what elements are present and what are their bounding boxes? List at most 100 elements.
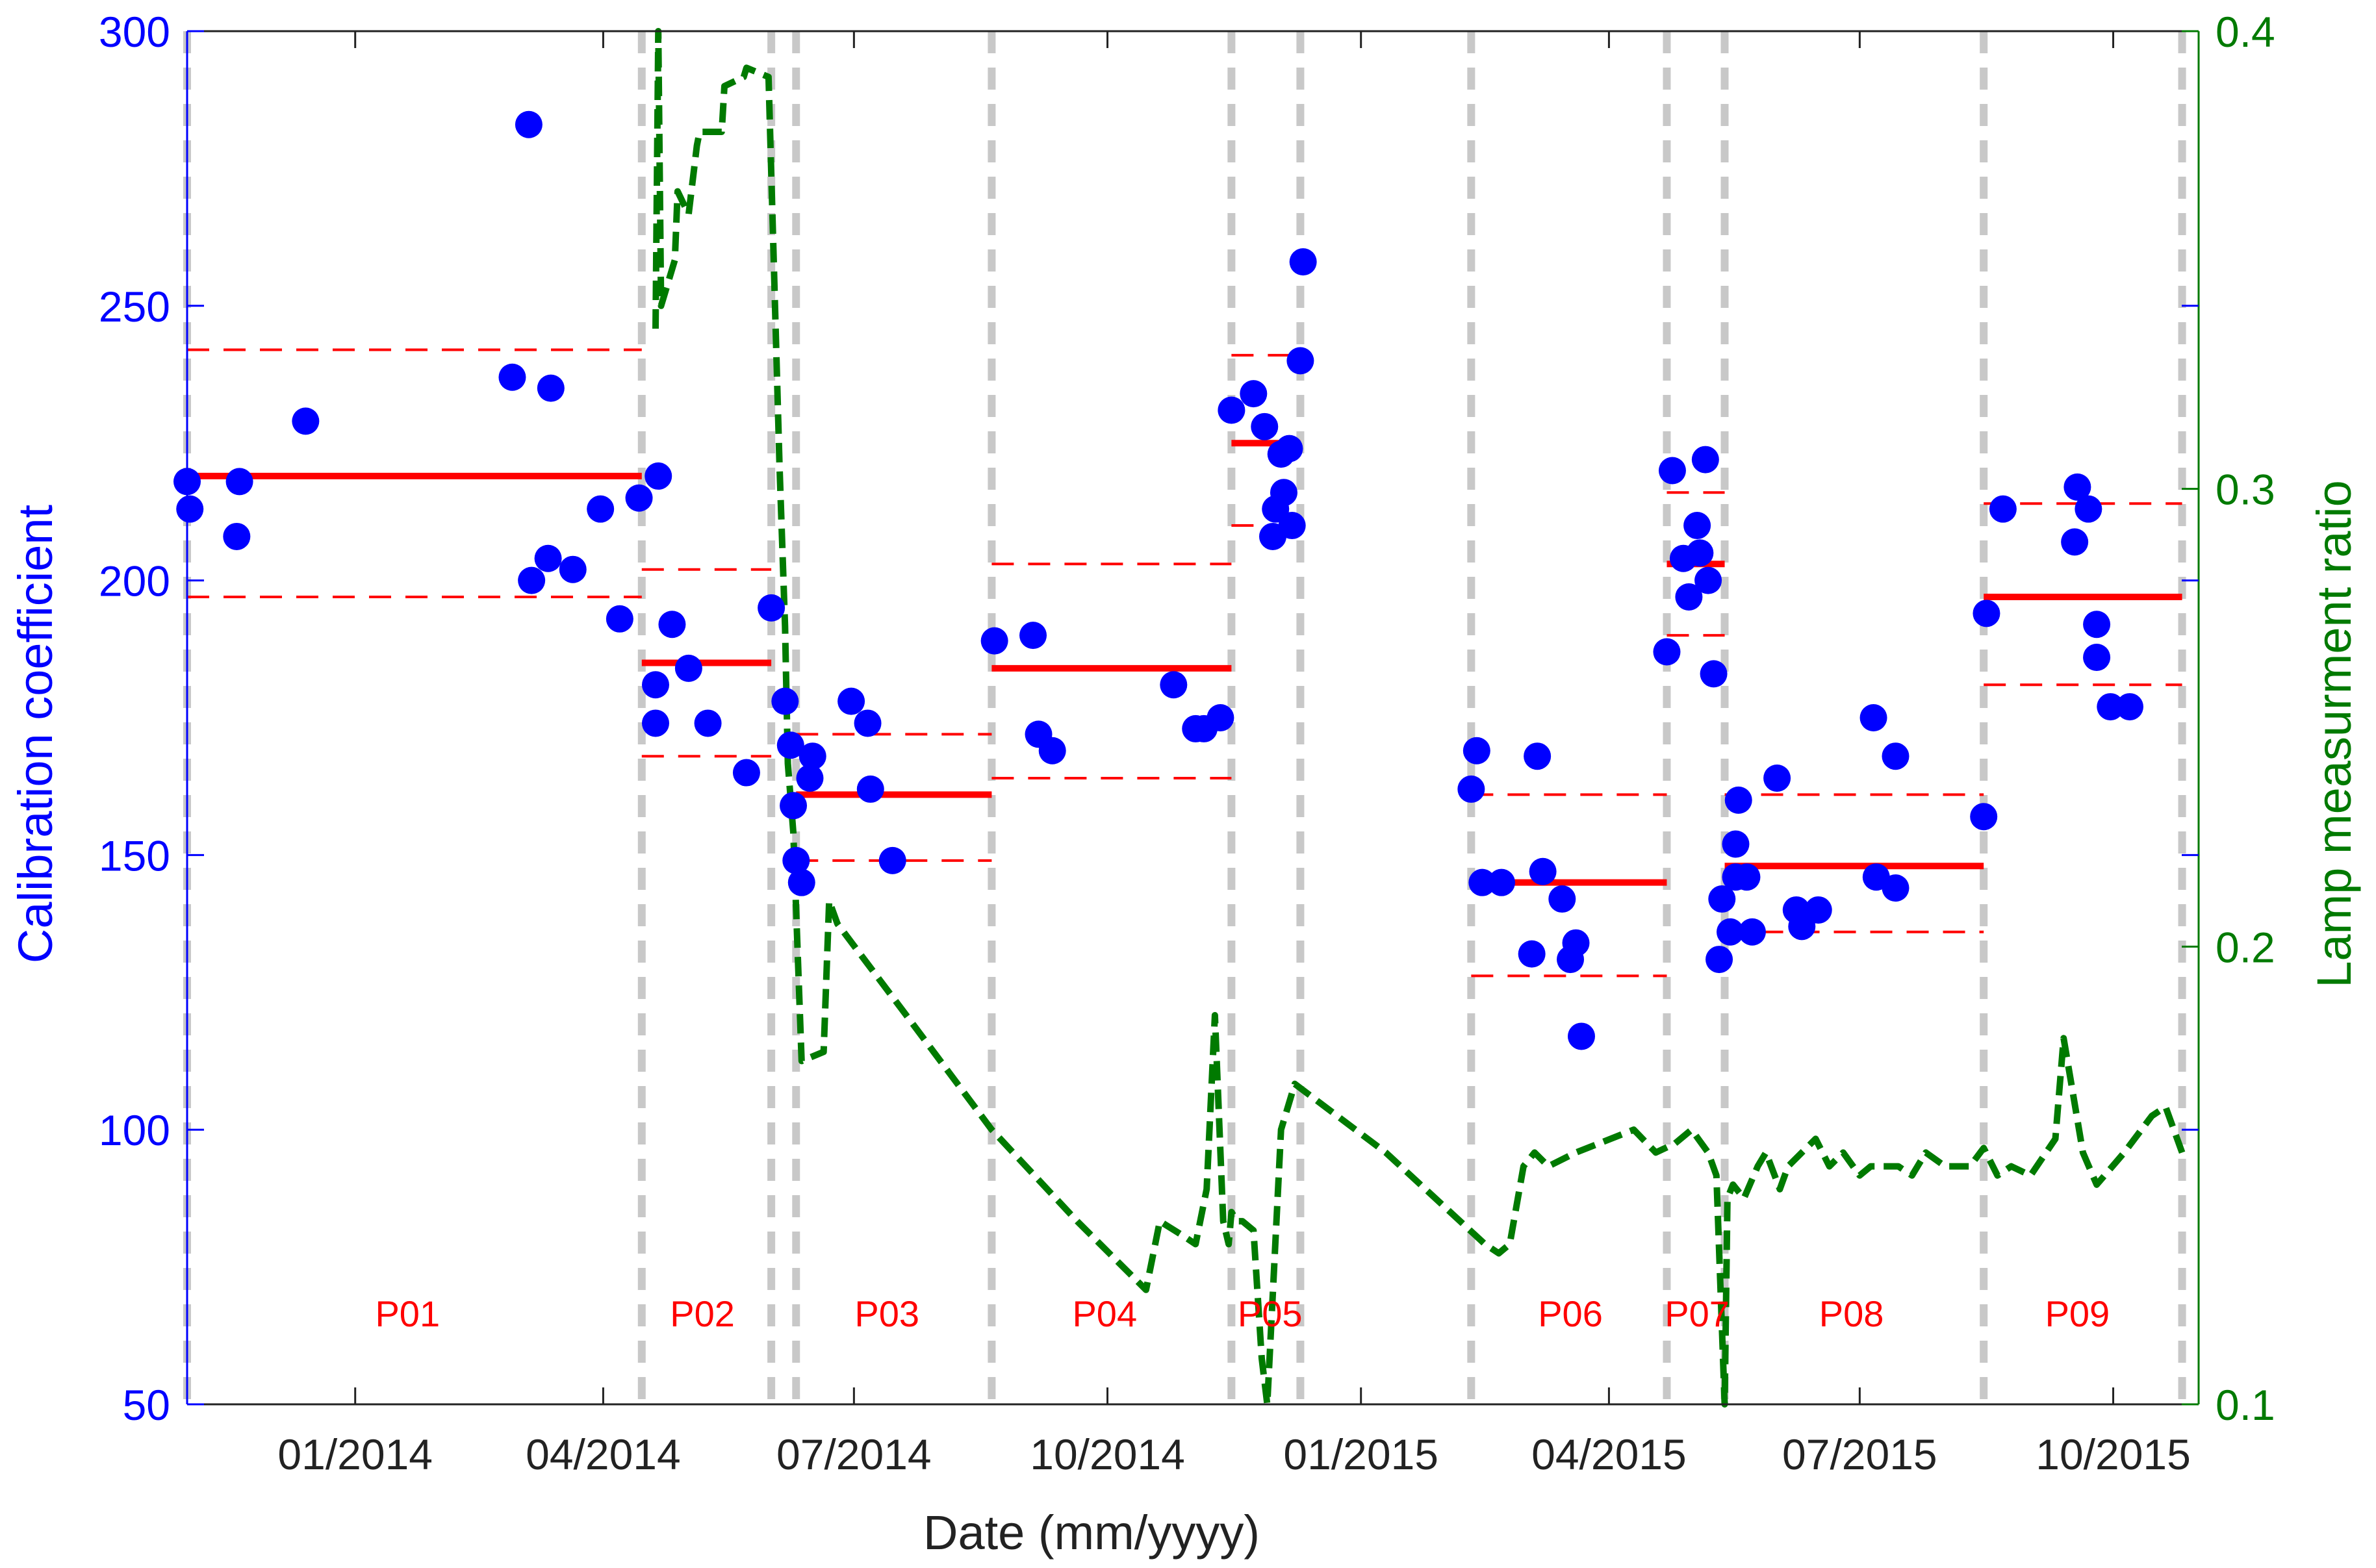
coefficient-points [173, 110, 2143, 1050]
period-label: P06 [1538, 1293, 1603, 1334]
coefficient-point [1738, 918, 1766, 946]
coefficient-point [782, 846, 810, 874]
coefficient-point [1548, 885, 1576, 913]
period-label: P03 [854, 1293, 919, 1334]
coefficient-point [641, 671, 669, 699]
coefficient-point [1658, 457, 1686, 485]
coefficient-point [854, 709, 882, 737]
coefficient-point [292, 407, 320, 435]
x-tick-label: 07/2015 [1782, 1430, 1937, 1478]
coefficient-point [518, 566, 546, 594]
period-label: P04 [1072, 1293, 1137, 1334]
y-left-tick-label: 250 [99, 283, 170, 331]
x-tick-label: 01/2015 [1283, 1430, 1438, 1478]
y-right-tick-label: 0.2 [2216, 923, 2275, 971]
coefficient-point [780, 792, 808, 820]
x-tick-label: 07/2014 [776, 1430, 932, 1478]
x-tick-label: 04/2015 [1531, 1430, 1687, 1478]
coefficient-point [1708, 885, 1736, 913]
coefficient-point [225, 468, 253, 496]
x-axis-label: Date (mm/yyyy) [923, 1506, 1260, 1560]
coefficient-point [1970, 803, 1998, 831]
coefficient-point [798, 742, 826, 770]
coefficient-point [2083, 643, 2111, 671]
coefficient-point [641, 709, 669, 737]
coefficient-point [1218, 396, 1245, 424]
coefficient-point [674, 654, 702, 682]
coefficient-point [537, 374, 565, 402]
coefficient-point [1518, 940, 1546, 968]
coefficient-point [2063, 473, 2091, 501]
coefficient-point [796, 765, 824, 792]
coefficient-point [1562, 929, 1590, 957]
coefficient-point [498, 363, 526, 391]
coefficient-point [1683, 512, 1711, 540]
y-right-tick-label: 0.3 [2216, 466, 2275, 514]
coefficient-point [1763, 765, 1791, 792]
coefficient-point [2061, 528, 2089, 556]
lamp-ratio-line [652, 28, 2186, 1408]
coefficient-point [1882, 742, 1910, 770]
coefficient-point [1691, 446, 1719, 474]
coefficient-point [1705, 946, 1733, 974]
coefficient-point [1207, 704, 1234, 731]
coefficient-point [1278, 512, 1306, 540]
period-label: P02 [670, 1293, 735, 1334]
coefficient-point [1286, 347, 1314, 375]
coefficient-point [223, 522, 251, 550]
y-left-tick-label: 50 [123, 1381, 170, 1429]
y-left-tick-label: 100 [99, 1106, 170, 1154]
coefficient-point [1882, 874, 1910, 902]
y-axis-label-left: Calibration coefficient [8, 504, 62, 963]
coefficient-point [837, 687, 865, 715]
coefficient-point [1468, 868, 1496, 896]
coefficient-point [1463, 737, 1490, 765]
coefficient-point [1160, 671, 1188, 699]
period-label: P09 [2045, 1293, 2110, 1334]
coefficient-point [1038, 737, 1066, 765]
coefficient-point [1251, 412, 1279, 440]
y-left-tick-label: 150 [99, 831, 170, 879]
y-left-tick-label: 300 [99, 8, 170, 56]
y-right-tick-label: 0.4 [2216, 8, 2275, 56]
x-tick-label: 04/2014 [526, 1430, 681, 1478]
period-label: P05 [1238, 1293, 1303, 1334]
coefficient-point [1488, 868, 1516, 896]
period-labels: P01 P02 P03 P04 P05 P06 P07 P08 P09 [375, 1293, 2110, 1334]
coefficient-point [1700, 660, 1728, 688]
coefficient-point [1694, 566, 1722, 594]
coefficient-point [787, 868, 815, 896]
coefficient-point [1270, 479, 1297, 507]
coefficient-point [1722, 830, 1750, 858]
x-tick-label: 10/2015 [2036, 1430, 2191, 1478]
coefficient-point [559, 555, 587, 583]
x-tick-label: 01/2014 [277, 1430, 433, 1478]
coefficient-point [1717, 918, 1744, 946]
axes: 01/2014 04/2014 07/2014 10/2014 01/2015 04/20… [99, 8, 2275, 1478]
coefficient-point [1457, 775, 1485, 803]
period-label: P01 [375, 1293, 440, 1334]
coefficient-point [1289, 248, 1317, 276]
coefficient-point [1859, 704, 1887, 731]
coefficient-point [2075, 495, 2102, 523]
coefficient-point [1686, 539, 1714, 567]
y-left-tick-label: 200 [99, 557, 170, 605]
coefficient-point [1019, 622, 1047, 650]
coefficient-point [878, 846, 906, 874]
y-axis-label-right: Lamp measurment ratio [2307, 480, 2361, 987]
coefficient-point [771, 687, 799, 715]
coefficient-point [1524, 742, 1552, 770]
coefficient-point [776, 731, 804, 759]
period-mean-lines [187, 348, 2182, 978]
coefficient-point [606, 605, 633, 633]
coefficient-point [1788, 913, 1816, 941]
coefficient-point [1724, 786, 1752, 814]
coefficient-point [1989, 495, 2017, 523]
coefficient-point [625, 484, 653, 512]
coefficient-point [1733, 863, 1761, 891]
coefficient-point [1275, 435, 1303, 462]
lamp-ratio-series [652, 28, 2186, 1408]
coefficient-point [856, 775, 884, 803]
coefficient-point [1675, 583, 1703, 611]
